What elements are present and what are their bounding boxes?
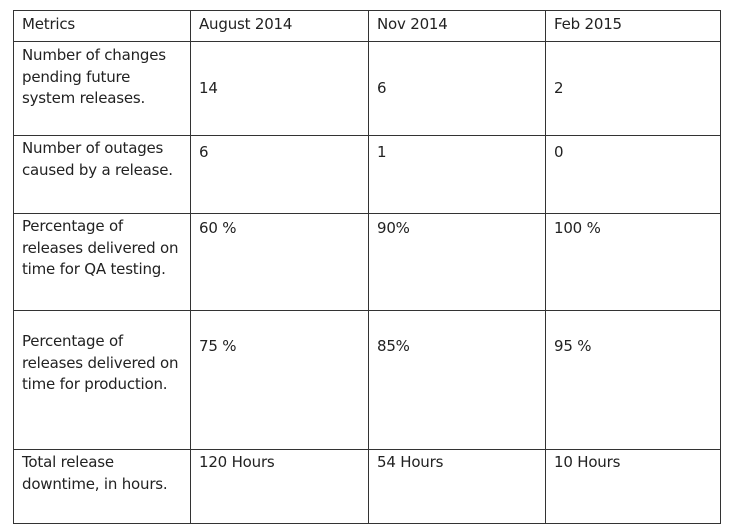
- table-cell: August 2014: [190, 10, 369, 42]
- table-row: Number of outages caused by a release. 6 1…: [13, 135, 721, 214]
- table-cell: Number of changes pending future system …: [13, 41, 191, 136]
- table-cell: 85%: [368, 310, 546, 450]
- table-cell: 100 %: [545, 213, 721, 311]
- table-cell: Nov 2014: [368, 10, 546, 42]
- table-cell: Metrics: [13, 10, 191, 42]
- table-cell: 2: [545, 41, 721, 136]
- table-row: Percentage of releases delivered on time…: [13, 213, 721, 311]
- table-body: Metrics August 2014 Nov 2014 Feb 2015 Number…: [13, 10, 721, 524]
- metrics-table: Metrics August 2014 Nov 2014 Feb 2015 Number…: [13, 10, 721, 524]
- table-cell: 90%: [368, 213, 546, 311]
- page: Metrics August 2014 Nov 2014 Feb 2015 Number…: [13, 10, 721, 524]
- table-cell: Percentage of releases delivered on time…: [13, 310, 191, 450]
- table-cell: 120 Hours: [190, 449, 369, 524]
- table-cell: 10 Hours: [545, 449, 721, 524]
- table-row: Number of changes pending future system …: [13, 41, 721, 136]
- table-cell: 60 %: [190, 213, 369, 311]
- table-cell: Percentage of releases delivered on time…: [13, 213, 191, 311]
- table-row: Total release downtime, in hours. 120 Hou…: [13, 449, 721, 524]
- table-cell: 6: [190, 135, 369, 214]
- table-cell: 14: [190, 41, 369, 136]
- table-cell: 75 %: [190, 310, 369, 450]
- table-cell: 0: [545, 135, 721, 214]
- table-cell: Total release downtime, in hours.: [13, 449, 191, 524]
- table-row: Percentage of releases delivered on time…: [13, 310, 721, 450]
- header-row: Metrics August 2014 Nov 2014 Feb 2015: [13, 10, 721, 42]
- table-cell: Feb 2015: [545, 10, 721, 42]
- table-cell: 95 %: [545, 310, 721, 450]
- table-cell: 54 Hours: [368, 449, 546, 524]
- table-cell: Number of outages caused by a release.: [13, 135, 191, 214]
- table-cell: 1: [368, 135, 546, 214]
- table-cell: 6: [368, 41, 546, 136]
